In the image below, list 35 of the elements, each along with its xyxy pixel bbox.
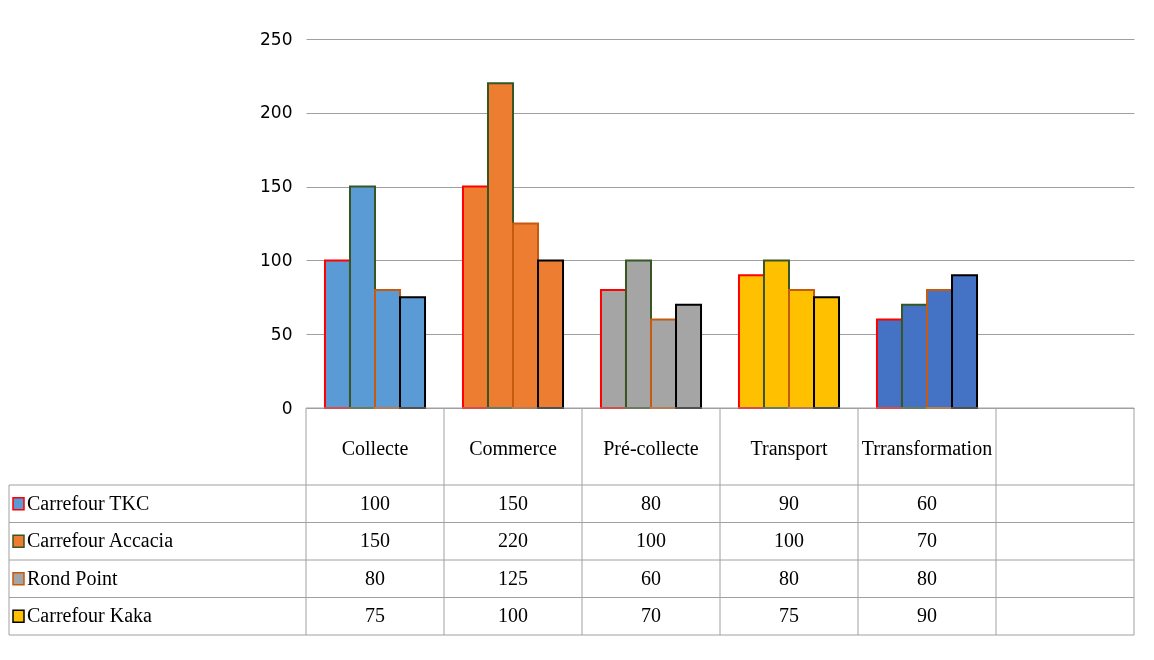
legend-label: Rond Point <box>27 566 119 589</box>
data-label: 125 <box>498 566 528 589</box>
y-tick-label: 250 <box>260 28 293 49</box>
x-tick-label: Transport <box>750 436 828 460</box>
data-label: 100 <box>774 529 804 552</box>
data-label: 60 <box>641 566 661 589</box>
x-tick-label: Trransformation <box>861 436 993 459</box>
x-tick-label: Pré-collecte <box>603 436 699 459</box>
data-label: 80 <box>365 566 385 589</box>
data-label: 220 <box>498 529 528 552</box>
legend-label: Carrefour Accacia <box>27 529 174 552</box>
x-tick-label: Commerce <box>469 436 557 459</box>
data-label: 60 <box>917 491 937 514</box>
x-tick-label: Collecte <box>341 436 409 459</box>
data-label: 100 <box>360 491 390 514</box>
data-label: 75 <box>365 604 385 627</box>
data-label: 70 <box>641 604 661 627</box>
data-label: 80 <box>917 566 937 589</box>
data-label: 80 <box>779 566 799 589</box>
y-tick-label: 100 <box>260 249 293 270</box>
data-label: 80 <box>641 491 661 514</box>
data-label: 150 <box>498 491 528 514</box>
y-tick-label: 150 <box>260 176 293 197</box>
data-label: 100 <box>636 529 666 552</box>
data-label: 90 <box>779 491 799 514</box>
data-label: 70 <box>917 529 937 552</box>
legend-label: Carrefour TKC <box>27 491 150 514</box>
data-label: 75 <box>779 604 799 627</box>
legend-label: Carrefour Kaka <box>27 604 153 627</box>
data-label: 90 <box>917 604 937 627</box>
data-label: 100 <box>498 604 528 627</box>
y-tick-label: 0 <box>281 397 293 418</box>
y-tick-label: 50 <box>270 323 293 344</box>
data-label: 150 <box>360 529 390 552</box>
y-tick-label: 200 <box>260 102 293 123</box>
